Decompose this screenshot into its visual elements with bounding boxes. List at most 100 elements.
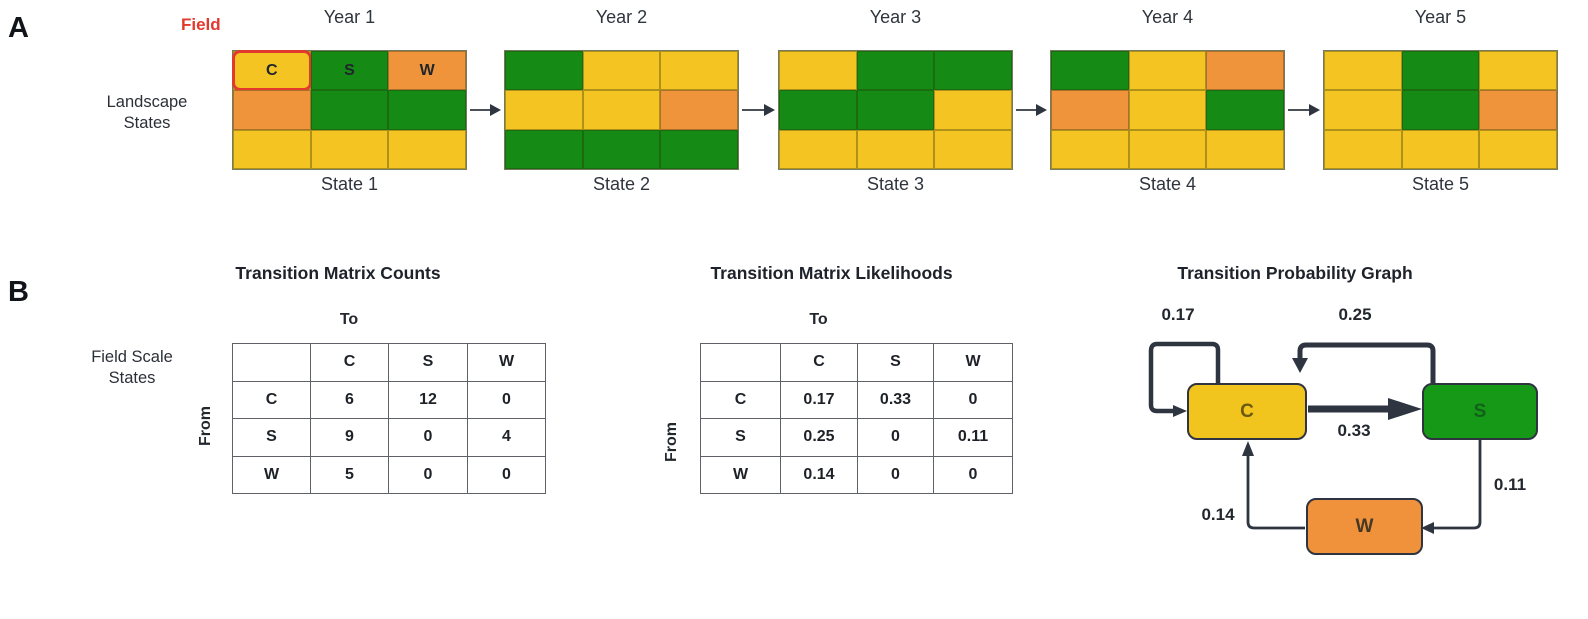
edge-s-to-w-arrowhead-icon [1421, 522, 1434, 534]
matrix-row: S 0.25 0 0.11 [700, 418, 1013, 457]
arrow-shaft [742, 109, 767, 111]
matrix-row-header: C [700, 380, 781, 419]
year-label: Year 3 [869, 7, 922, 27]
matrix-row: C 0.17 0.33 0 [700, 380, 1013, 419]
transition-counts-table: C S W C 6 12 0 S 9 0 4 W 5 0 0 [232, 343, 546, 494]
landscape-cell [934, 51, 1012, 91]
s-to-c-probability-label: 0.25 [1338, 305, 1372, 324]
matrix-col-header: S [857, 343, 934, 382]
landscape-states-label: Landscape States [106, 93, 188, 133]
landscape-cell [582, 51, 661, 91]
crop-letter: C [266, 61, 278, 79]
landscape-cell [233, 129, 311, 169]
landscape-cell [934, 129, 1012, 169]
landscape-grid [1050, 50, 1285, 170]
matrix-value-cell: 0 [933, 380, 1013, 419]
landscape-cell [505, 129, 583, 169]
landscape-cell [310, 129, 389, 169]
landscape-cell [1401, 129, 1480, 169]
landscape-cell [388, 129, 466, 169]
landscape-cell [660, 51, 738, 91]
matrix-row-header: W [700, 455, 781, 494]
matrix-value-cell: 9 [310, 418, 389, 457]
matrix-value-cell: 0 [933, 455, 1013, 494]
graph-node-c: C [1187, 383, 1307, 440]
landscape-cell [779, 90, 857, 130]
edge-c-self-arrowhead-icon [1173, 405, 1187, 417]
transition-graph-edges [1148, 341, 1482, 534]
year-label: Year 2 [595, 7, 648, 27]
matrix-value-cell: 0.33 [857, 380, 934, 419]
crop-letter: S [344, 61, 355, 79]
landscape-cell [1479, 51, 1557, 91]
field-scale-states-label: Field Scale States [91, 348, 173, 388]
landscape-state-sequence: Year 1 C S W State 1 Year 2 State 2 Year 3 State… [0, 0, 1588, 200]
arrow-shaft [1016, 109, 1039, 111]
graph-node-w: W [1306, 498, 1423, 555]
crop-letter: W [419, 61, 435, 79]
matrix-row-header: S [232, 418, 311, 457]
matrix-row: C 6 12 0 [232, 380, 546, 419]
graph-node-w-letter: W [1355, 515, 1374, 537]
landscape-cell [233, 90, 311, 130]
matrix-row: W 0.14 0 0 [700, 455, 1013, 494]
matrix-value-cell: 0 [388, 418, 468, 457]
matrix-value-cell: 5 [310, 455, 389, 494]
likelihoods-from-label: From [663, 422, 680, 462]
graph-node-s-letter: S [1473, 400, 1487, 422]
edge-s-to-c [1297, 342, 1436, 383]
edge-w-to-c-arrowhead-icon [1242, 441, 1254, 456]
graph-node-s: S [1422, 383, 1538, 440]
state-label: State 5 [1411, 174, 1470, 194]
matrix-col-header: W [933, 343, 1013, 382]
state-label: State 1 [320, 174, 379, 194]
matrix-col-header: S [388, 343, 468, 382]
landscape-cell [1206, 51, 1284, 91]
matrix-value-cell: 0 [388, 455, 468, 494]
likelihoods-matrix-title: Transition Matrix Likelihoods [710, 263, 953, 283]
graph-node-c-letter: C [1240, 400, 1254, 422]
year-label: Year 5 [1414, 7, 1467, 27]
landscape-cell [1128, 51, 1207, 91]
state-label: State 3 [866, 174, 925, 194]
landscape-grid [778, 50, 1013, 170]
matrix-value-cell: 12 [388, 380, 468, 419]
edge-c-to-s-arrowhead-icon [1388, 398, 1422, 420]
matrix-col-header: C [310, 343, 389, 382]
s-to-w-probability-label: 0.11 [1493, 475, 1527, 494]
arrow-shaft [470, 109, 493, 111]
arrow-head-icon [1309, 104, 1320, 116]
field-annotation: Field [181, 15, 221, 34]
matrix-corner-cell [700, 343, 781, 382]
landscape-cell [1206, 129, 1284, 169]
landscape-cell [388, 90, 466, 130]
year-transition-arrow-icon [742, 104, 775, 116]
landscape-cell [1206, 90, 1284, 130]
landscape-grid [504, 50, 739, 170]
arrow-head-icon [1036, 104, 1047, 116]
probability-graph-title: Transition Probability Graph [1177, 263, 1413, 283]
landscape-cell [779, 129, 857, 169]
year-transition-arrow-icon [1288, 104, 1320, 116]
landscape-cell [505, 90, 583, 130]
landscape-cell: W [388, 51, 466, 91]
edge-s-to-c-arrowhead-icon [1292, 358, 1308, 373]
matrix-value-cell: 0.17 [780, 380, 858, 419]
landscape-cell [1479, 90, 1557, 130]
matrix-value-cell: 0 [467, 455, 546, 494]
year-transition-arrow-icon [470, 104, 501, 116]
landscape-cell [1479, 129, 1557, 169]
landscape-cell [660, 90, 738, 130]
edge-s-to-w [1434, 440, 1482, 530]
transition-likelihoods-table: C S W C 0.17 0.33 0 S 0.25 0 0.11 W 0.14 0 0 [700, 343, 1013, 494]
landscape-cell [1051, 90, 1129, 130]
landscape-cell [1051, 51, 1129, 91]
matrix-value-cell: 0 [857, 455, 934, 494]
landscape-cell [1128, 90, 1207, 130]
landscape-cell [856, 90, 935, 130]
year-label: Year 1 [323, 7, 376, 27]
